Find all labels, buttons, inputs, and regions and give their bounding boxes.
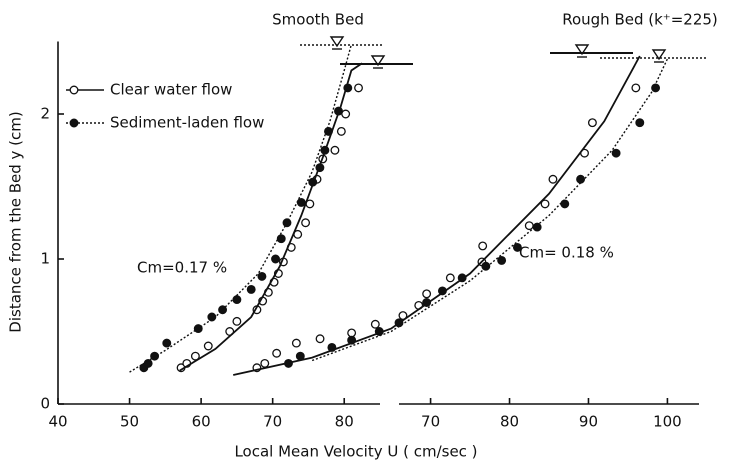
x-tick-label: 80: [500, 413, 519, 431]
data-point: [336, 126, 346, 136]
x-tick-label: 80: [335, 413, 354, 431]
legend-label: Sediment-laden flow: [110, 114, 264, 132]
x-axis-label: Local Mean Velocity U ( cm/sec ): [234, 443, 477, 461]
data-point: [478, 241, 488, 251]
x-tick-label: 50: [120, 413, 139, 431]
data-point: [481, 261, 491, 271]
data-point: [257, 271, 267, 281]
data-point: [524, 221, 534, 231]
x-tick-label: 60: [192, 413, 211, 431]
data-point: [576, 174, 586, 184]
data-point: [532, 222, 542, 232]
data-point: [207, 312, 217, 322]
x-tick-label: 40: [48, 413, 67, 431]
x-tick-label: 100: [653, 413, 682, 431]
data-point: [341, 109, 351, 119]
fit-curve: [179, 62, 363, 372]
data-point: [631, 83, 641, 93]
legend: Clear water flow Sediment-laden flow: [66, 81, 264, 132]
data-point: [548, 174, 558, 184]
data-point: [587, 118, 597, 128]
water-surfaces: [300, 36, 706, 69]
fit-curve: [311, 58, 669, 362]
data-point: [271, 254, 280, 264]
data-point: [315, 334, 325, 344]
data-point: [611, 148, 621, 158]
legend-marker: [69, 85, 79, 95]
data-point: [272, 348, 282, 358]
data-point: [232, 316, 242, 326]
data-point: [276, 234, 286, 244]
panel-title: Smooth Bed: [272, 11, 364, 29]
data-point: [354, 83, 363, 93]
data-point: [291, 338, 301, 348]
annotation: Cm= 0.18 %: [519, 244, 614, 262]
data-point: [540, 199, 550, 209]
data-point: [301, 218, 311, 228]
x-tick-label: 70: [421, 413, 440, 431]
fit-curve: [233, 55, 641, 376]
data-point: [347, 328, 357, 338]
data-point: [203, 341, 213, 351]
data-point: [330, 145, 340, 155]
data-point: [246, 285, 256, 294]
y-axis-label: Distance from the Bed y (cm): [7, 111, 25, 332]
data-point: [260, 358, 270, 368]
x-tick-label: 90: [579, 413, 598, 431]
data-point: [190, 351, 200, 361]
y-tick-label: 1: [40, 250, 50, 268]
data-point: [560, 199, 570, 209]
x-tick-label: 70: [263, 413, 282, 431]
panel-title: Rough Bed (k⁺=225): [562, 11, 718, 29]
data-point: [512, 242, 522, 252]
data-point: [232, 295, 242, 305]
data-point: [422, 289, 432, 299]
data-point: [296, 197, 306, 207]
data-point: [497, 256, 507, 265]
data-point: [370, 319, 380, 329]
y-tick-label: 2: [40, 105, 50, 123]
legend-label: Clear water flow: [110, 81, 232, 99]
data-point: [635, 118, 645, 128]
fit-curve: [129, 44, 353, 373]
annotation: Cm=0.17 %: [137, 259, 227, 277]
data-point: [445, 273, 455, 283]
y-tick-label: 0: [40, 395, 50, 413]
data-point: [162, 338, 172, 348]
data-point: [651, 83, 661, 93]
legend-marker: [69, 118, 79, 128]
